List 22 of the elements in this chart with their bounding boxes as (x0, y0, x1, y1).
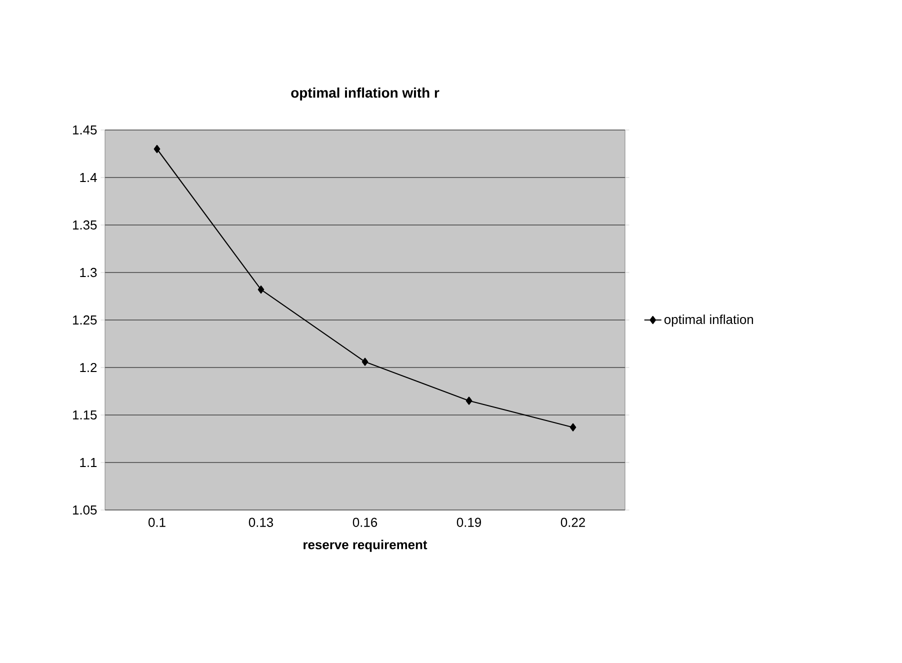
legend-label: optimal inflation (664, 314, 754, 327)
y-tick-label: 1.3 (80, 268, 97, 278)
y-tick-label: 1.35 (73, 220, 97, 230)
y-tick-label: 1.25 (73, 315, 97, 325)
y-tick-label: 1.4 (80, 173, 97, 182)
x-tick-label: 0.16 (352, 518, 378, 527)
x-tick-label: 0.13 (248, 518, 274, 527)
y-tick-label: 1.45 (73, 125, 97, 135)
x-tick-label: 0.22 (560, 518, 585, 527)
x-tick-label: 0.1 (148, 518, 166, 527)
y-tick-label: 1.15 (73, 410, 97, 420)
point (362, 358, 368, 366)
point (466, 396, 472, 405)
point (258, 286, 264, 294)
x-axis-title: reserve requirement (304, 540, 428, 552)
y-tick-label: 1.1 (80, 458, 97, 467)
point (570, 423, 576, 432)
x-tick-label: 0.19 (456, 518, 481, 527)
y-tick-label: 1.2 (80, 362, 97, 372)
y-tick-label: 1.05 (73, 505, 97, 515)
chart-title: optimal inflation with r (291, 87, 440, 100)
point (154, 144, 160, 154)
